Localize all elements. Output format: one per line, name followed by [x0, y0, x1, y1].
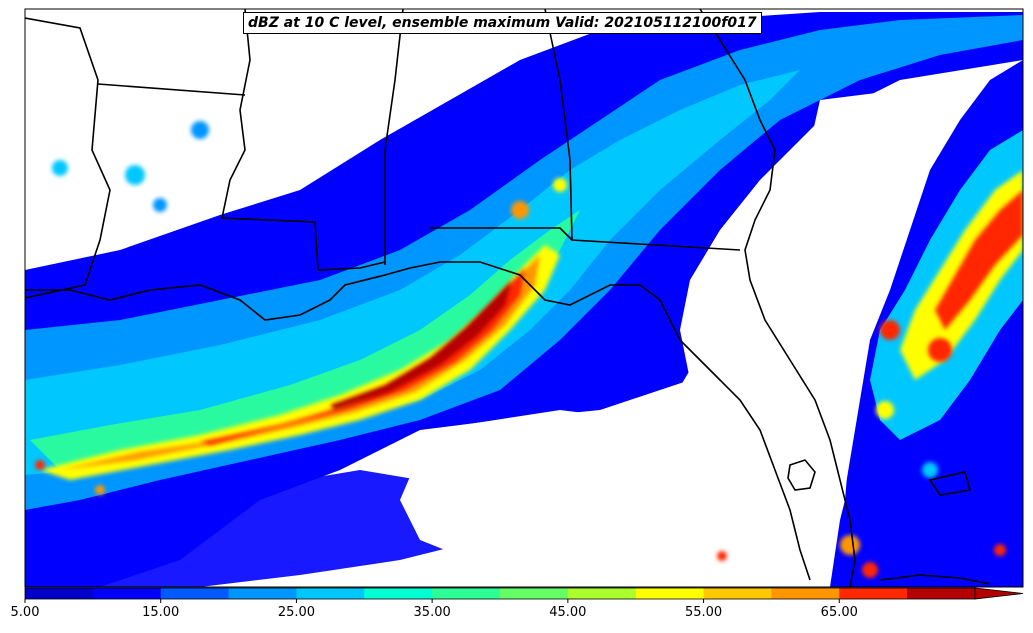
scattered-cells [35, 121, 1006, 578]
colorbar-segment [703, 588, 772, 599]
colorbar-tick-label: 55.00 [685, 605, 722, 620]
state-line-fl-al [430, 227, 573, 241]
colorbar: 5.00 15.00 25.00 35.00 45.00 55.00 65.00 [11, 587, 1024, 620]
colorbar-tick-label: 65.00 [821, 605, 858, 620]
colorbar-segment [771, 588, 840, 599]
colorbar-segment [567, 588, 637, 599]
colorbar-tick-label: 25.00 [278, 605, 315, 620]
colorbar-segment [839, 588, 908, 599]
no-echo-gulf [400, 410, 640, 560]
colorbar-segment [635, 588, 705, 599]
river-boundary-ms [221, 9, 386, 271]
state-line-ga [544, 9, 741, 251]
keys [879, 574, 991, 585]
atlantic-coastline [699, 9, 856, 587]
colorbar-tick-label: 15.00 [142, 605, 179, 620]
gulf-coastline [25, 261, 811, 581]
echo-band-cyan [25, 70, 800, 475]
colorbar-segment [160, 588, 230, 599]
colorbar-segment [228, 588, 297, 599]
colorbar-segment [907, 588, 976, 599]
echo-region-gulf-lobe [25, 470, 520, 587]
colorbar-segment [296, 588, 365, 599]
state-line-ms [97, 83, 246, 96]
no-echo-northeast [790, 90, 950, 310]
echo-core-red [200, 268, 525, 445]
colorbar-segment [432, 588, 501, 599]
map-border [24, 8, 1024, 588]
colorbar-extend-arrow [974, 587, 1024, 600]
lake-okeechobee [787, 459, 816, 491]
boundaries [25, 9, 991, 587]
colorbar-outline [24, 587, 976, 600]
colorbar-tick-label: 5.00 [11, 605, 40, 620]
colorbar-tick-label: 35.00 [414, 605, 451, 620]
colorbar-segment [25, 588, 94, 599]
map-title: dBZ at 10 C level, ensemble maximum Vali… [243, 12, 762, 34]
colorbar-tick-label: 45.00 [549, 605, 586, 620]
state-line-al [384, 9, 404, 265]
colorbar-segment [500, 588, 569, 599]
colorbar-segment [92, 588, 162, 599]
state-line-north [25, 17, 111, 299]
bahamas-coast [928, 471, 972, 496]
reflectivity-field [25, 9, 1023, 587]
echo-east-red [935, 190, 1023, 330]
colorbar-segment [364, 588, 433, 599]
